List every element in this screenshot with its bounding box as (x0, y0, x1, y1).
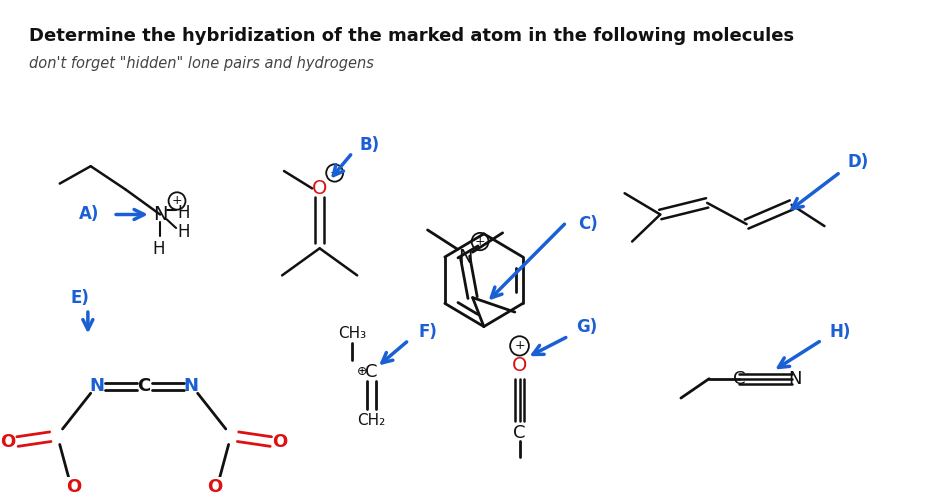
Text: O: O (312, 179, 328, 198)
Text: +: + (475, 235, 485, 248)
Text: C: C (733, 370, 746, 388)
Text: C: C (514, 424, 526, 442)
Text: A): A) (78, 206, 99, 223)
Text: ⊕: ⊕ (357, 366, 367, 378)
Text: H: H (177, 204, 190, 222)
Text: N: N (153, 205, 167, 224)
Text: don't forget "hidden" lone pairs and hydrogens: don't forget "hidden" lone pairs and hyd… (28, 56, 374, 71)
Text: O: O (273, 433, 288, 451)
Text: O: O (1, 433, 16, 451)
Text: H: H (152, 240, 164, 257)
Text: G): G) (576, 318, 597, 335)
Text: O: O (207, 478, 222, 494)
Text: B): B) (360, 136, 380, 154)
Text: D): D) (848, 153, 869, 171)
Text: C: C (365, 363, 378, 381)
Text: N: N (458, 247, 472, 266)
Text: Determine the hybridization of the marked atom in the following molecules: Determine the hybridization of the marke… (28, 27, 794, 45)
Text: CH₂: CH₂ (357, 413, 385, 428)
Text: N: N (788, 370, 802, 388)
Text: +: + (514, 339, 525, 352)
Text: H): H) (829, 324, 851, 341)
Text: O: O (66, 478, 81, 494)
Text: CH₃: CH₃ (339, 326, 366, 341)
Text: E): E) (71, 288, 90, 307)
Text: +: + (172, 195, 182, 207)
Text: C): C) (578, 215, 598, 233)
Text: N: N (90, 377, 105, 396)
Text: C: C (138, 377, 151, 396)
Text: F): F) (418, 324, 437, 341)
Text: N: N (183, 377, 198, 396)
Text: +: + (329, 166, 340, 179)
Text: O: O (512, 356, 527, 375)
Text: H: H (177, 223, 190, 241)
